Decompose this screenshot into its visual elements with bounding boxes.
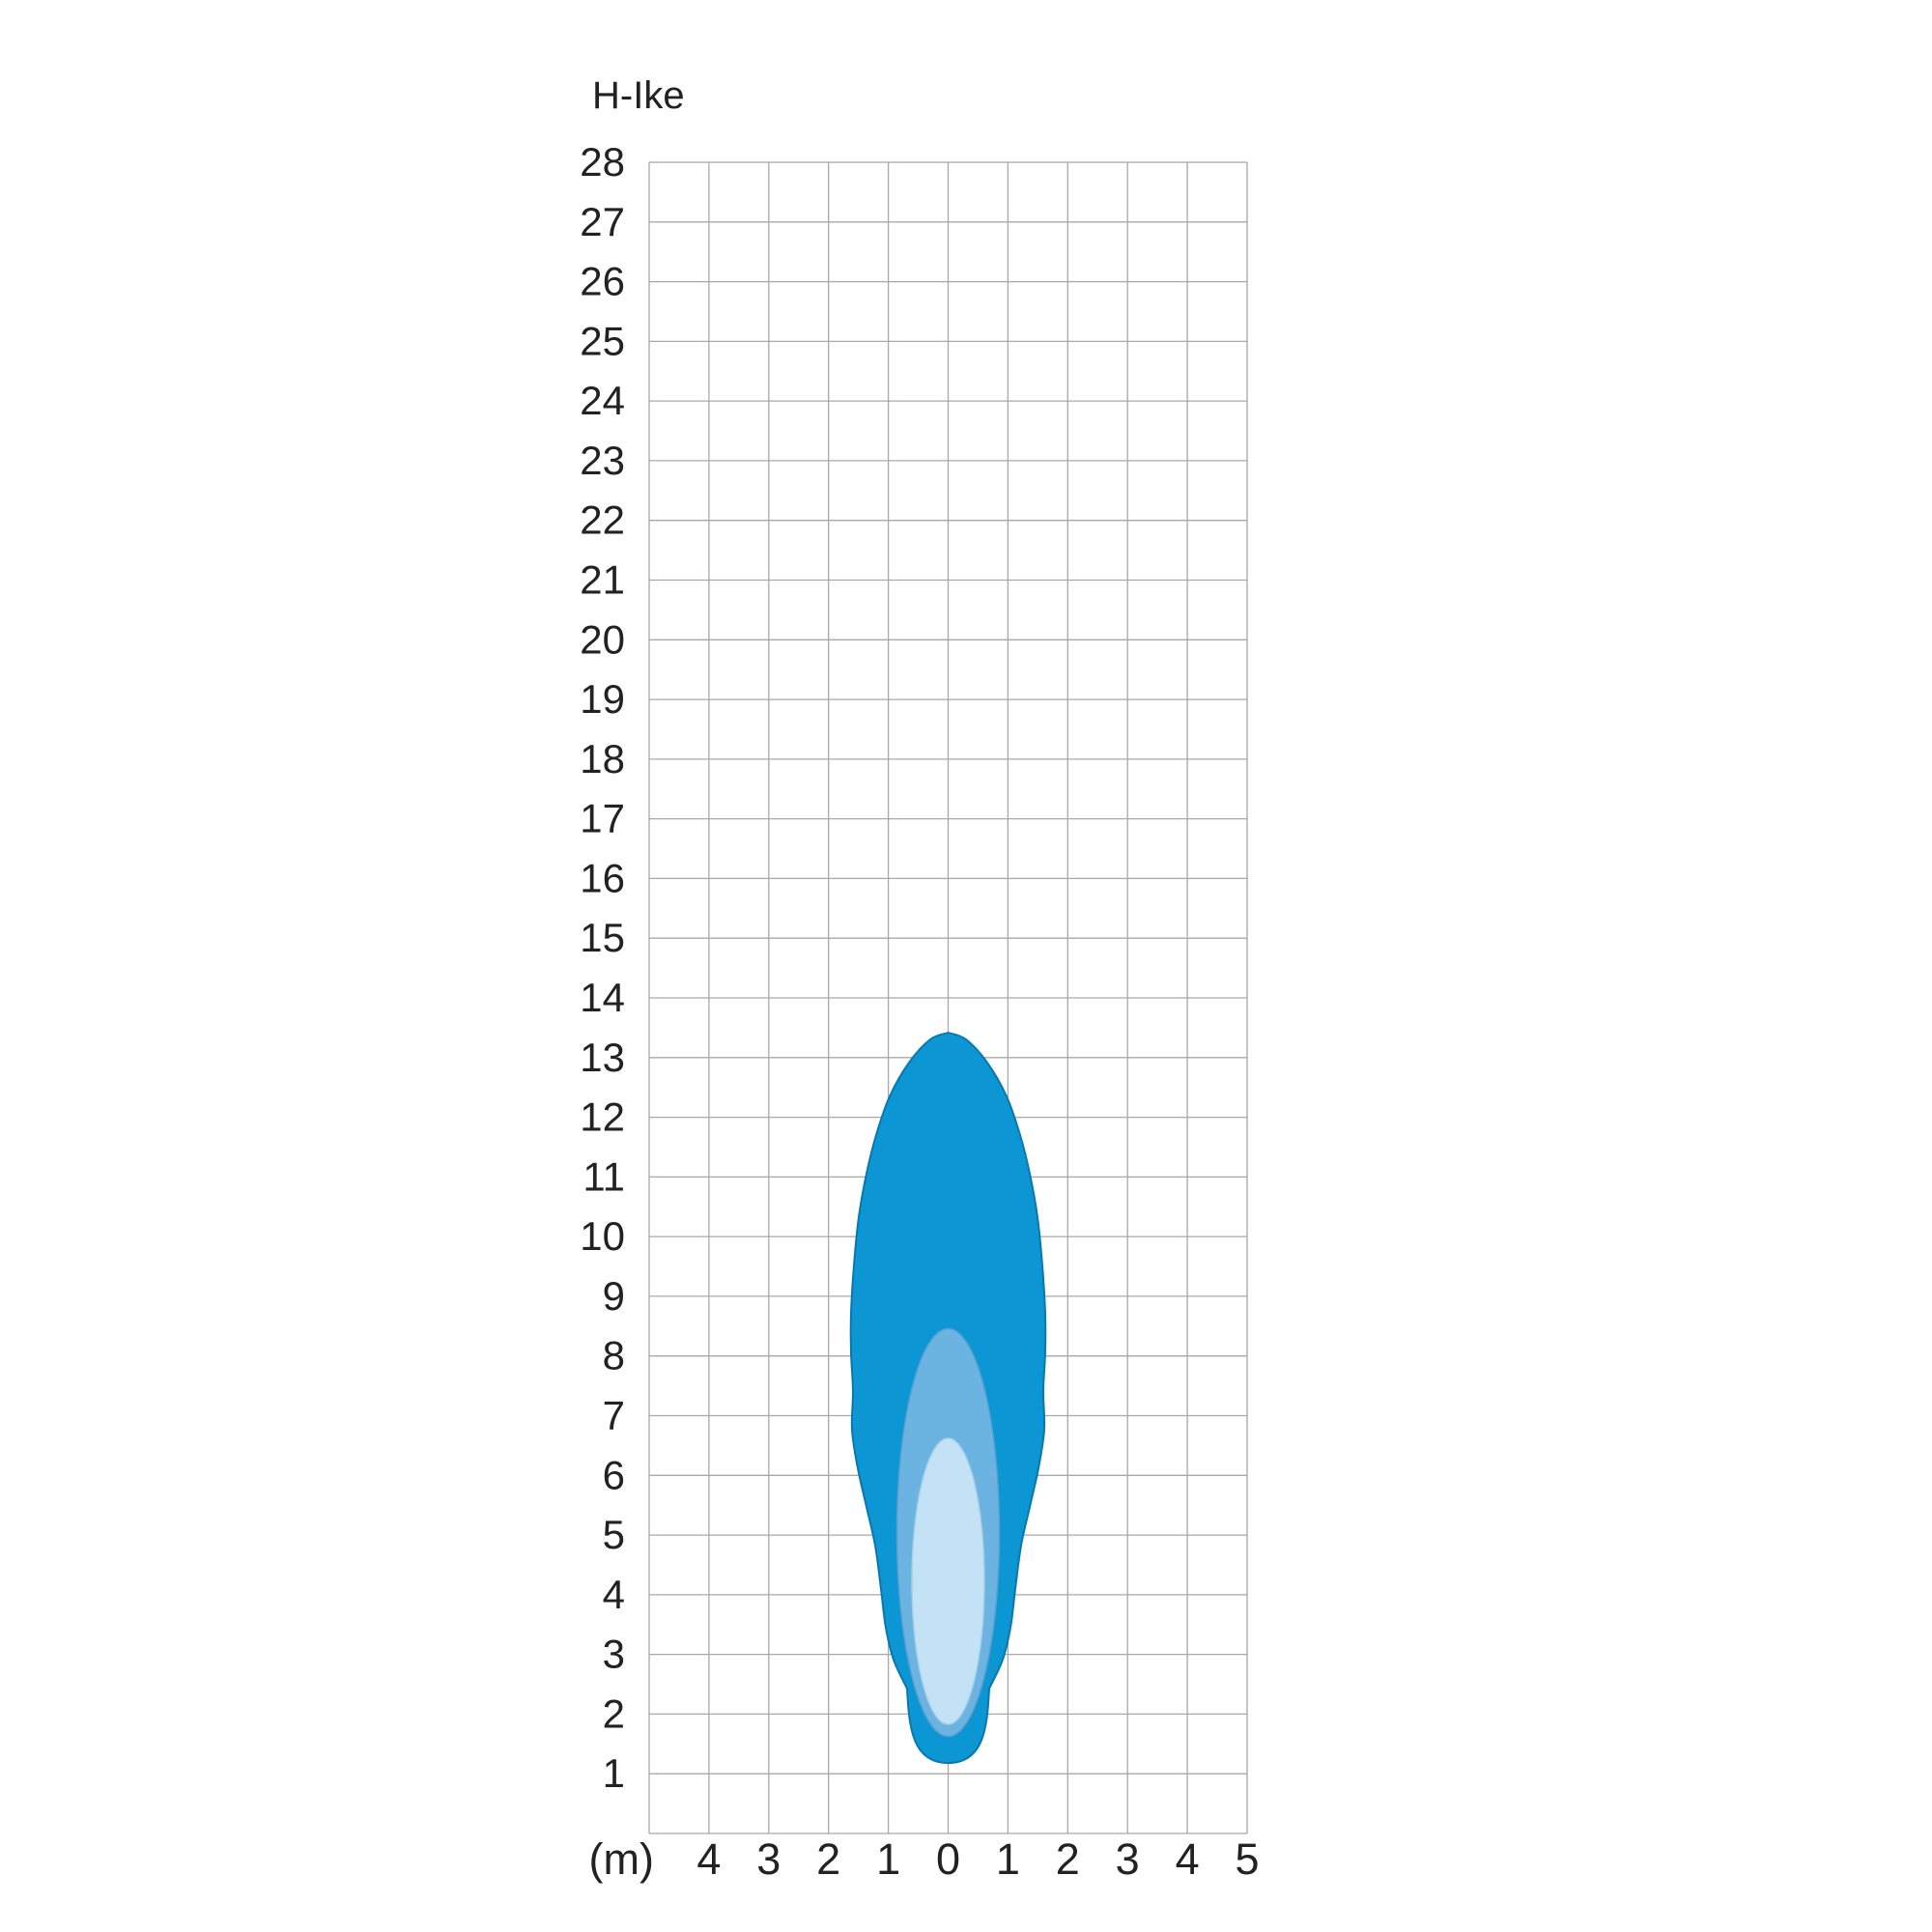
- svg-text:2: 2: [816, 1834, 840, 1884]
- svg-text:4: 4: [696, 1834, 721, 1884]
- svg-text:3: 3: [603, 1632, 625, 1677]
- svg-text:26: 26: [580, 259, 625, 304]
- svg-text:24: 24: [580, 378, 625, 423]
- svg-text:7: 7: [603, 1393, 625, 1438]
- svg-text:(m): (m): [589, 1834, 654, 1884]
- svg-text:22: 22: [580, 497, 625, 543]
- svg-text:12: 12: [580, 1094, 625, 1140]
- svg-text:28: 28: [580, 139, 625, 185]
- svg-text:27: 27: [580, 199, 625, 244]
- svg-text:5: 5: [603, 1512, 625, 1557]
- svg-text:17: 17: [580, 796, 625, 841]
- svg-text:15: 15: [580, 915, 625, 960]
- svg-text:3: 3: [1116, 1834, 1140, 1884]
- svg-text:0: 0: [936, 1834, 960, 1884]
- svg-text:1: 1: [996, 1834, 1020, 1884]
- svg-text:2: 2: [1056, 1834, 1080, 1884]
- svg-text:1: 1: [603, 1750, 625, 1796]
- svg-text:9: 9: [603, 1273, 625, 1319]
- svg-text:3: 3: [756, 1834, 781, 1884]
- svg-text:16: 16: [580, 855, 625, 900]
- svg-text:18: 18: [580, 736, 625, 781]
- svg-text:6: 6: [603, 1452, 625, 1497]
- svg-text:10: 10: [580, 1213, 625, 1259]
- svg-text:2: 2: [603, 1690, 625, 1736]
- svg-text:20: 20: [580, 616, 625, 662]
- svg-text:4: 4: [1176, 1834, 1200, 1884]
- svg-text:11: 11: [582, 1153, 625, 1199]
- svg-text:8: 8: [603, 1333, 625, 1378]
- svg-text:1: 1: [876, 1834, 900, 1884]
- svg-text:25: 25: [580, 318, 625, 363]
- svg-text:14: 14: [580, 975, 625, 1020]
- svg-text:13: 13: [580, 1035, 625, 1080]
- svg-text:4: 4: [603, 1572, 625, 1617]
- svg-text:23: 23: [580, 438, 625, 483]
- svg-text:19: 19: [580, 676, 625, 722]
- svg-text:21: 21: [580, 557, 625, 603]
- svg-text:5: 5: [1235, 1834, 1259, 1884]
